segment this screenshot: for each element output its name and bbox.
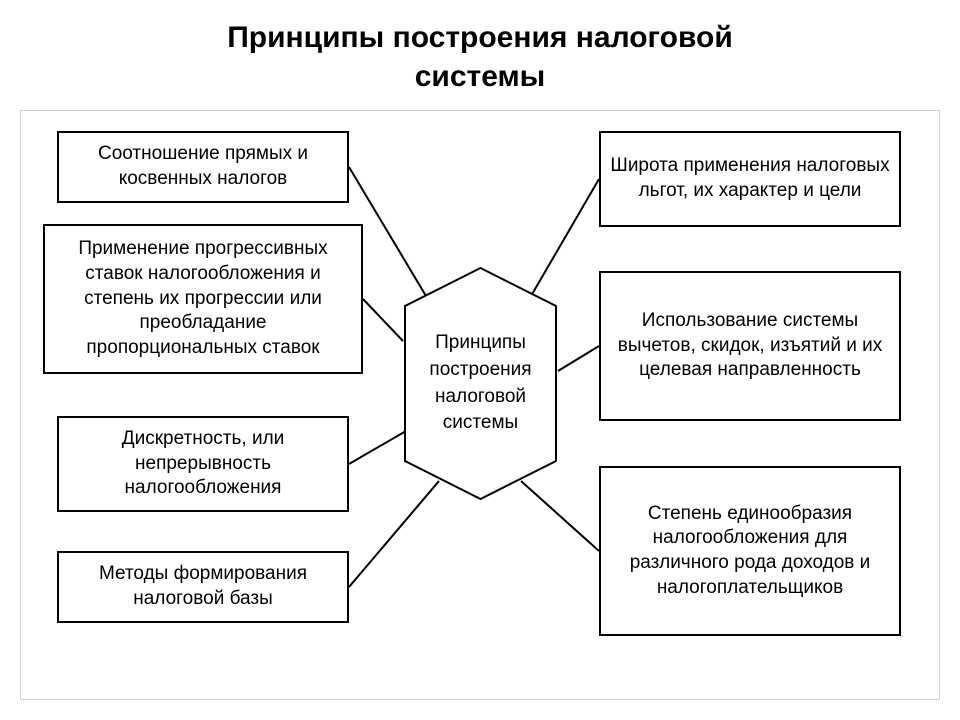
page-title: Принципы построения налоговой системы [0, 0, 960, 96]
box-right-2: Использование системы вычетов, скидок, и… [599, 271, 901, 421]
box-left-2-text: Применение прогрессивных ставок налогооб… [53, 237, 353, 360]
box-left-1: Соотношение прямых и косвенных налогов [57, 131, 349, 203]
center-text: Принципы построения налоговой системы [413, 330, 548, 436]
center-hexagon: Принципы построения налоговой системы [403, 266, 558, 501]
box-right-1-text: Широта применения налоговых льгот, их ха… [609, 154, 891, 203]
box-left-4: Методы формирования налоговой базы [57, 551, 349, 623]
box-left-1-text: Соотношение прямых и косвенных налогов [67, 142, 339, 191]
box-right-2-text: Использование системы вычетов, скидок, и… [609, 309, 891, 383]
box-left-2: Применение прогрессивных ставок налогооб… [43, 224, 363, 374]
box-right-3: Степень единообразия налогообложения для… [599, 466, 901, 636]
box-right-3-text: Степень единообразия налогообложения для… [609, 502, 891, 601]
title-line-2: системы [0, 57, 960, 96]
diagram-container: Соотношение прямых и косвенных налогов П… [20, 110, 940, 700]
box-left-3: Дискретность, или непрерывность налогооб… [57, 416, 349, 512]
box-left-4-text: Методы формирования налоговой базы [67, 562, 339, 611]
box-right-1: Широта применения налоговых льгот, их ха… [599, 131, 901, 227]
box-left-3-text: Дискретность, или непрерывность налогооб… [67, 427, 339, 501]
title-line-1: Принципы построения налоговой [0, 18, 960, 57]
